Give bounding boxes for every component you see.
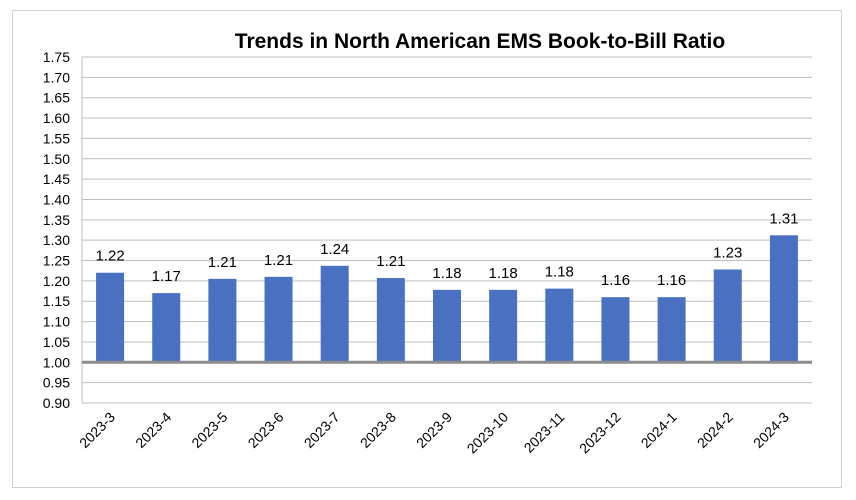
- chart-frame: [12, 10, 842, 488]
- x-tick-label: 2024-2: [694, 409, 736, 451]
- y-tick-label: 1.15: [43, 293, 70, 309]
- bar: [376, 278, 405, 363]
- x-tick-label: 2023-4: [132, 409, 174, 451]
- x-tick-label: 2023-10: [464, 409, 512, 457]
- data-label: 1.17: [152, 268, 181, 285]
- y-tick-label: 1.55: [43, 130, 70, 146]
- x-tick-label: 2023-11: [521, 409, 568, 456]
- x-tick-label: 2023-6: [245, 409, 287, 451]
- y-tick-label: 1.65: [43, 90, 70, 106]
- data-label: 1.22: [95, 248, 124, 265]
- bar: [208, 278, 237, 363]
- data-label: 1.24: [320, 241, 349, 258]
- bar: [601, 297, 630, 363]
- data-label: 1.21: [264, 252, 293, 269]
- y-tick-label: 1.25: [43, 253, 70, 269]
- data-label: 1.23: [713, 244, 742, 261]
- bar: [769, 235, 798, 363]
- y-tick-label: 1.10: [43, 314, 70, 330]
- y-tick-label: 1.50: [43, 151, 70, 167]
- y-tick-label: 1.60: [43, 110, 70, 126]
- x-tick-label: 2024-1: [638, 409, 680, 451]
- x-tick-label: 2024-3: [750, 409, 792, 451]
- y-tick-label: 1.05: [43, 334, 70, 350]
- data-label: 1.18: [545, 264, 574, 281]
- data-label: 1.18: [489, 265, 518, 282]
- y-tick-label: 1.30: [43, 232, 70, 248]
- x-axis-ticks: 2023-3 2023-4 2023-5 2023-6 2023-7 2023-8 2023…: [76, 409, 792, 457]
- x-tick-label: 2023-5: [188, 409, 230, 451]
- bar: [545, 288, 574, 363]
- bar: [489, 289, 518, 363]
- data-label: 1.21: [376, 253, 405, 270]
- y-tick-label: 1.70: [43, 69, 70, 85]
- chart-title: Trends in North American EMS Book-to-Bil…: [235, 30, 725, 53]
- bar: [657, 297, 686, 363]
- bar: [433, 289, 461, 363]
- x-tick-label: 2023-12: [576, 409, 624, 457]
- bar: [713, 269, 742, 363]
- data-label: 1.21: [208, 254, 237, 271]
- x-tick-label: 2023-9: [413, 409, 455, 451]
- data-label: 1.18: [432, 265, 461, 282]
- x-tick-label: 2023-8: [357, 409, 399, 451]
- y-tick-label: 1.35: [43, 212, 70, 228]
- y-tick-label: 1.00: [43, 354, 70, 370]
- data-label: 1.16: [601, 272, 630, 289]
- y-tick-label: 0.90: [43, 395, 70, 411]
- data-labels: 1.22 1.17 1.21 1.21 1.24 1.21 1.18 1.18 1.18 1.16…: [95, 210, 798, 289]
- data-label: 1.16: [657, 272, 686, 289]
- y-tick-label: 1.75: [43, 49, 70, 65]
- y-tick-label: 1.40: [43, 191, 70, 207]
- y-tick-label: 1.45: [43, 171, 70, 187]
- y-axis-ticks: 0.90 0.95 1.00 1.05 1.10 1.15 1.20 1.25 1.30 1.35…: [43, 49, 70, 411]
- bar: [152, 293, 181, 363]
- bar: [96, 272, 125, 363]
- x-tick-label: 2023-3: [76, 409, 118, 451]
- bars: [82, 235, 812, 364]
- y-tick-label: 1.20: [43, 273, 70, 289]
- data-label: 1.31: [769, 210, 798, 227]
- gridlines: [81, 56, 812, 404]
- x-tick-label: 2023-7: [301, 409, 343, 451]
- bar: [320, 265, 349, 363]
- y-tick-label: 0.95: [43, 375, 70, 391]
- bar: [264, 276, 293, 363]
